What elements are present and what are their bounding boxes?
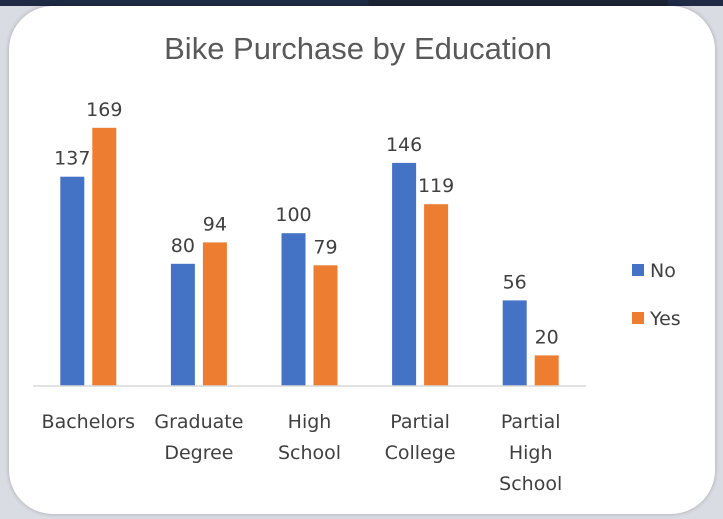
category-label-4-0: Partial bbox=[501, 411, 561, 433]
legend: No Yes bbox=[632, 260, 681, 330]
bar-no-0 bbox=[60, 176, 85, 386]
bar-yes-3 bbox=[424, 204, 449, 386]
category-label-3-0: Partial bbox=[390, 411, 450, 433]
bar-yes-1 bbox=[202, 242, 227, 386]
bar-yes-2 bbox=[313, 265, 338, 386]
bar-no-1 bbox=[170, 263, 195, 386]
category-label-4-2: School bbox=[499, 473, 562, 495]
category-label-2-1: School bbox=[278, 442, 341, 464]
top-bar bbox=[0, 0, 723, 6]
data-label-yes-3: 119 bbox=[418, 175, 454, 197]
data-label-no-2: 100 bbox=[275, 204, 311, 226]
legend-swatch-no bbox=[632, 264, 644, 276]
bar-no-3 bbox=[392, 162, 417, 386]
data-label-yes-0: 169 bbox=[86, 99, 122, 121]
bar-no-2 bbox=[281, 233, 306, 386]
data-label-no-3: 146 bbox=[386, 134, 422, 156]
bar-yes-4 bbox=[534, 355, 559, 386]
category-label-0-0: Bachelors bbox=[42, 411, 135, 433]
category-label-1-0: Graduate bbox=[154, 411, 243, 433]
data-label-yes-1: 94 bbox=[203, 213, 227, 235]
category-label-3-1: College bbox=[385, 442, 456, 464]
category-label-1-1: Degree bbox=[164, 442, 233, 464]
category-label-2-0: High bbox=[288, 411, 332, 433]
category-labels-group: Bachelors Graduate Degree High School Partial… bbox=[42, 411, 563, 495]
category-label-4-1: High bbox=[509, 442, 553, 464]
data-label-yes-4: 20 bbox=[535, 326, 559, 348]
legend-label-yes: Yes bbox=[649, 308, 681, 330]
top-bar-tab bbox=[368, 0, 668, 8]
data-label-no-1: 80 bbox=[171, 235, 195, 257]
chart-title: Bike Purchase by Education bbox=[164, 31, 552, 66]
data-label-yes-2: 79 bbox=[313, 236, 337, 258]
bar-no-4 bbox=[502, 300, 527, 386]
data-label-no-4: 56 bbox=[503, 271, 527, 293]
legend-swatch-yes bbox=[632, 312, 644, 324]
bar-yes-0 bbox=[92, 127, 117, 387]
chart-card bbox=[9, 6, 715, 514]
bars-group bbox=[60, 127, 559, 387]
legend-label-no: No bbox=[650, 260, 676, 282]
data-label-no-0: 137 bbox=[54, 148, 90, 170]
